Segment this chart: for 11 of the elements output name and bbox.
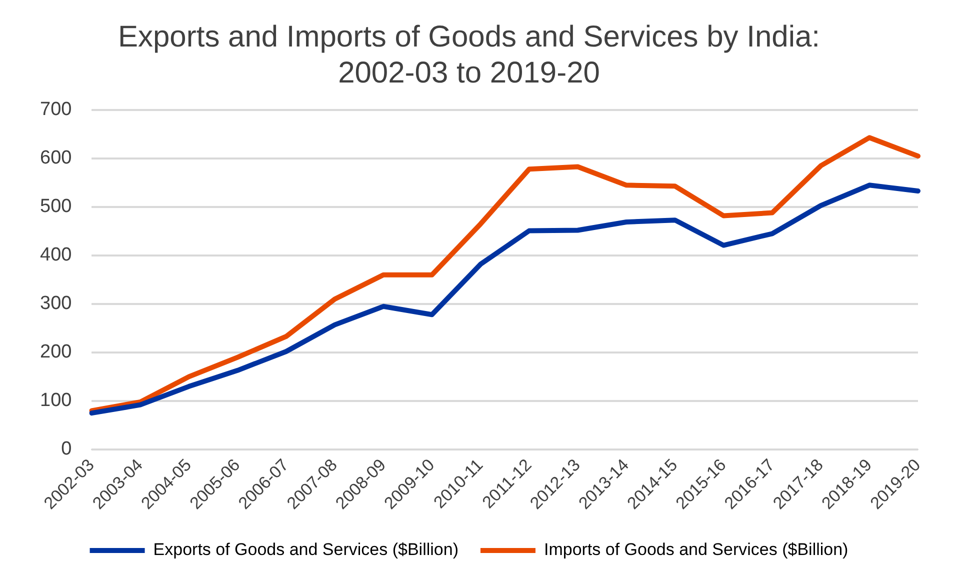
- legend-label: Exports of Goods and Services ($Billion): [153, 540, 458, 560]
- legend-label: Imports of Goods and Services ($Billion): [544, 540, 848, 560]
- y-tick-label: 0: [61, 438, 72, 460]
- y-tick-label: 500: [40, 196, 72, 218]
- y-tick-label: 600: [40, 148, 72, 169]
- y-tick-label: 700: [40, 99, 72, 120]
- y-tick-label: 400: [40, 244, 72, 266]
- y-tick-label: 100: [40, 390, 72, 412]
- y-tick-label: 200: [40, 342, 72, 363]
- y-tick-label: 300: [40, 293, 72, 314]
- chart-title: Exports and Imports of Goods and Services by India: 2002-03 to 2019-20: [118, 20, 820, 90]
